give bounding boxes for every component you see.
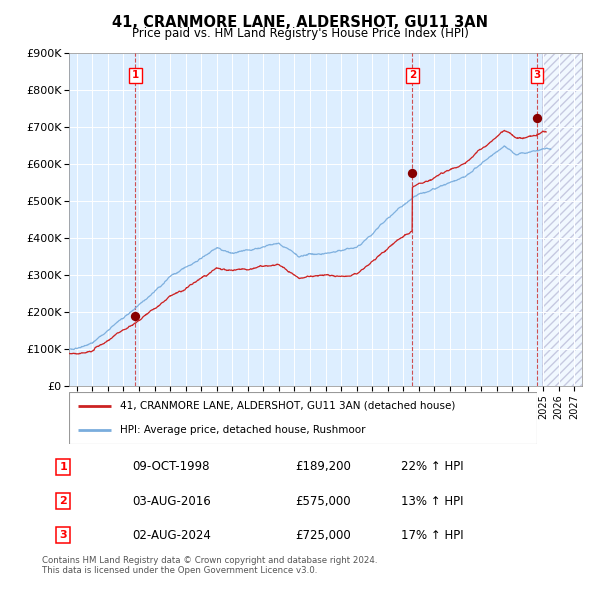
Bar	[542, 53, 582, 386]
Text: This data is licensed under the Open Government Licence v3.0.: This data is licensed under the Open Gov…	[42, 566, 317, 575]
Text: HPI: Average price, detached house, Rushmoor: HPI: Average price, detached house, Rush…	[121, 425, 366, 435]
Point	[532, 113, 542, 123]
Text: 2: 2	[409, 70, 416, 80]
Text: 02-AUG-2024: 02-AUG-2024	[132, 529, 211, 542]
Point	[407, 169, 417, 178]
Text: Contains HM Land Registry data © Crown copyright and database right 2024.: Contains HM Land Registry data © Crown c…	[42, 556, 377, 565]
Text: 41, CRANMORE LANE, ALDERSHOT, GU11 3AN: 41, CRANMORE LANE, ALDERSHOT, GU11 3AN	[112, 15, 488, 30]
Text: 1: 1	[132, 70, 139, 80]
Text: Price paid vs. HM Land Registry's House Price Index (HPI): Price paid vs. HM Land Registry's House …	[131, 27, 469, 40]
Text: 1: 1	[59, 462, 67, 472]
Text: 09-OCT-1998: 09-OCT-1998	[132, 460, 209, 474]
Text: 2: 2	[59, 496, 67, 506]
Text: 13% ↑ HPI: 13% ↑ HPI	[401, 494, 464, 507]
Text: £189,200: £189,200	[295, 460, 352, 474]
Text: £725,000: £725,000	[295, 529, 351, 542]
Text: £575,000: £575,000	[295, 494, 351, 507]
Text: 41, CRANMORE LANE, ALDERSHOT, GU11 3AN (detached house): 41, CRANMORE LANE, ALDERSHOT, GU11 3AN (…	[121, 401, 456, 411]
Text: 3: 3	[533, 70, 541, 80]
Text: 3: 3	[59, 530, 67, 540]
Text: 03-AUG-2016: 03-AUG-2016	[132, 494, 211, 507]
Point	[131, 312, 140, 321]
Text: 17% ↑ HPI: 17% ↑ HPI	[401, 529, 464, 542]
Text: 22% ↑ HPI: 22% ↑ HPI	[401, 460, 464, 474]
